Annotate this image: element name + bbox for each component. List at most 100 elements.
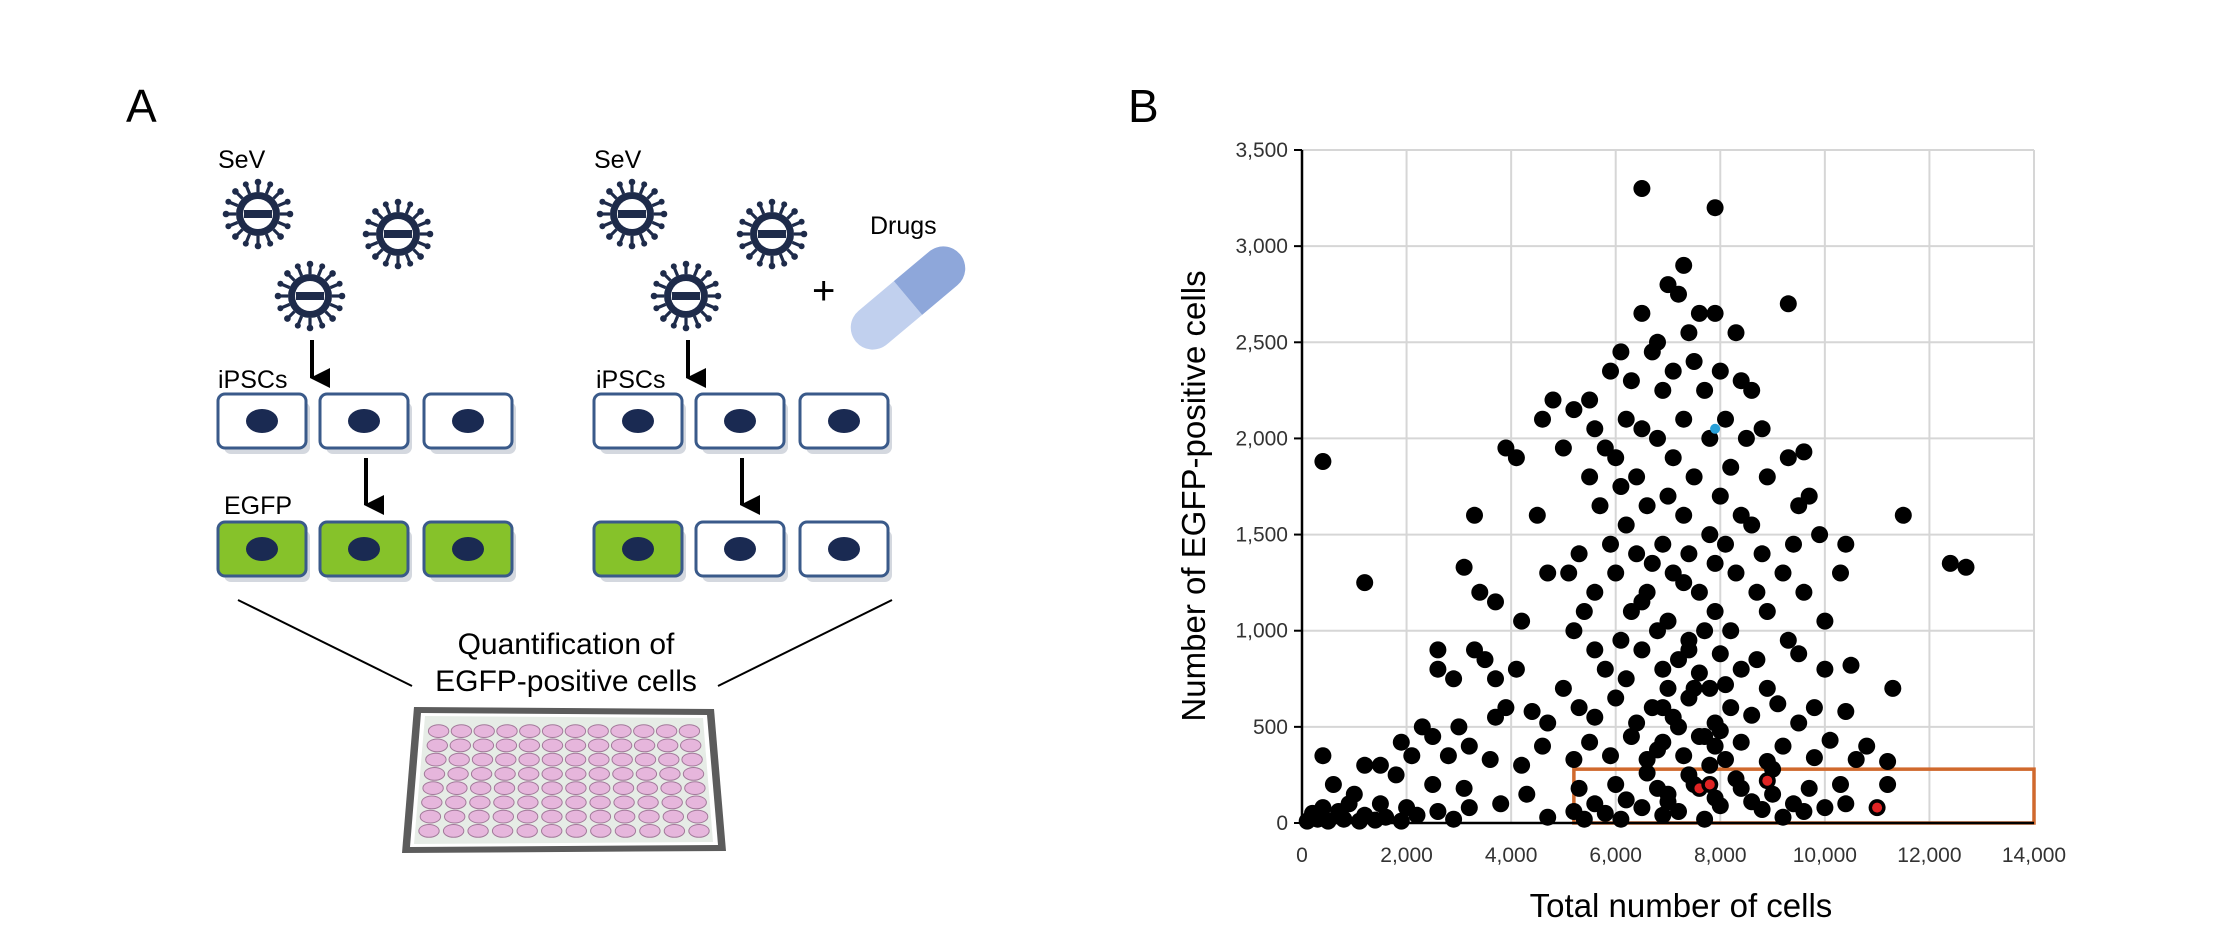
data-point bbox=[1591, 497, 1609, 515]
data-point bbox=[1753, 545, 1771, 563]
plate-well bbox=[496, 724, 518, 738]
plate-well bbox=[678, 724, 701, 738]
plate-well bbox=[564, 724, 587, 738]
data-point bbox=[1790, 645, 1808, 663]
data-point bbox=[1466, 506, 1483, 524]
data-point bbox=[1685, 353, 1703, 370]
plate-well bbox=[423, 767, 446, 781]
plate-well bbox=[564, 752, 587, 767]
panel-a-label: A bbox=[126, 80, 157, 132]
data-point bbox=[1487, 593, 1504, 611]
data-point bbox=[1565, 622, 1583, 640]
plate-well bbox=[610, 738, 633, 753]
plate-well bbox=[470, 767, 493, 781]
plate-well bbox=[422, 781, 444, 795]
plate-well bbox=[636, 781, 658, 795]
plate-well bbox=[449, 738, 471, 753]
virus-icon bbox=[221, 177, 295, 251]
data-point bbox=[1816, 660, 1834, 678]
plate-well bbox=[518, 752, 540, 767]
data-point bbox=[1706, 789, 1724, 807]
data-point bbox=[1706, 737, 1724, 755]
data-point bbox=[1460, 799, 1478, 817]
data-point bbox=[1617, 516, 1635, 534]
data-point bbox=[1732, 660, 1750, 678]
data-point bbox=[1649, 622, 1666, 640]
plate-well bbox=[589, 795, 611, 810]
virus-icon bbox=[595, 177, 669, 251]
plate-well bbox=[518, 767, 540, 781]
plate-well bbox=[418, 824, 440, 838]
data-point bbox=[1717, 676, 1734, 694]
data-point bbox=[1586, 420, 1604, 438]
data-point bbox=[1570, 779, 1588, 797]
data-point bbox=[1518, 785, 1536, 803]
plate-well bbox=[587, 724, 609, 738]
data-point bbox=[1586, 708, 1604, 726]
data-point bbox=[1654, 699, 1672, 717]
data-point bbox=[1722, 699, 1740, 717]
plate-well bbox=[472, 738, 495, 753]
data-point bbox=[1654, 381, 1672, 399]
y-tick-label: 3,500 bbox=[1235, 139, 1288, 162]
data-point bbox=[1649, 429, 1666, 447]
connector-line bbox=[717, 599, 893, 687]
data-point bbox=[1424, 728, 1442, 745]
data-point bbox=[1837, 703, 1855, 720]
cell-icon bbox=[694, 520, 790, 584]
special-data-point bbox=[1710, 423, 1721, 434]
plate-well bbox=[634, 752, 657, 767]
plate-well bbox=[565, 809, 587, 824]
plate-well bbox=[494, 767, 516, 781]
data-point bbox=[1387, 766, 1405, 784]
plate-well bbox=[565, 781, 587, 795]
virus-icon bbox=[735, 197, 809, 271]
plate-well bbox=[541, 767, 563, 781]
sev-label-left: SeV bbox=[218, 146, 266, 174]
plate-well bbox=[565, 795, 587, 810]
data-point bbox=[1439, 747, 1457, 765]
data-point bbox=[1758, 603, 1776, 620]
panel-b-label: B bbox=[1128, 80, 1159, 132]
plate-well bbox=[680, 738, 702, 753]
plate-well bbox=[655, 724, 678, 738]
x-tick-label: 2,000 bbox=[1380, 844, 1433, 867]
data-point bbox=[1690, 664, 1708, 682]
data-point bbox=[1654, 806, 1672, 824]
data-point bbox=[1774, 737, 1792, 755]
data-point bbox=[1795, 443, 1813, 461]
data-point bbox=[1732, 733, 1750, 751]
plus-sign: + bbox=[812, 269, 835, 313]
data-point bbox=[1565, 751, 1583, 768]
data-point bbox=[1957, 558, 1975, 576]
data-point bbox=[1633, 180, 1651, 197]
data-point bbox=[1575, 603, 1593, 620]
plate-well bbox=[639, 824, 661, 838]
data-point bbox=[1743, 516, 1761, 534]
plate-well bbox=[637, 795, 659, 810]
data-point bbox=[1638, 764, 1656, 782]
data-point bbox=[1539, 808, 1557, 826]
plate-well bbox=[587, 738, 610, 753]
data-point bbox=[1847, 751, 1865, 768]
plate-well bbox=[493, 781, 516, 795]
data-point bbox=[1654, 535, 1672, 553]
data-point bbox=[1586, 641, 1604, 659]
data-point bbox=[1711, 362, 1729, 380]
cell-icon bbox=[216, 392, 312, 456]
y-tick-label: 2,000 bbox=[1235, 427, 1288, 450]
plate-well bbox=[564, 738, 587, 753]
y-tick-label: 1,500 bbox=[1235, 524, 1288, 547]
data-point bbox=[1717, 751, 1734, 768]
data-point bbox=[1748, 651, 1766, 669]
plate-well bbox=[517, 795, 539, 810]
y-tick-label: 500 bbox=[1253, 716, 1288, 739]
data-point bbox=[1392, 733, 1410, 751]
data-point bbox=[1445, 810, 1463, 828]
data-point bbox=[1758, 679, 1776, 697]
data-point bbox=[1633, 304, 1651, 322]
data-point bbox=[1602, 535, 1619, 553]
plate-well bbox=[682, 767, 705, 781]
data-point bbox=[1805, 699, 1823, 717]
plate-well bbox=[638, 809, 660, 824]
